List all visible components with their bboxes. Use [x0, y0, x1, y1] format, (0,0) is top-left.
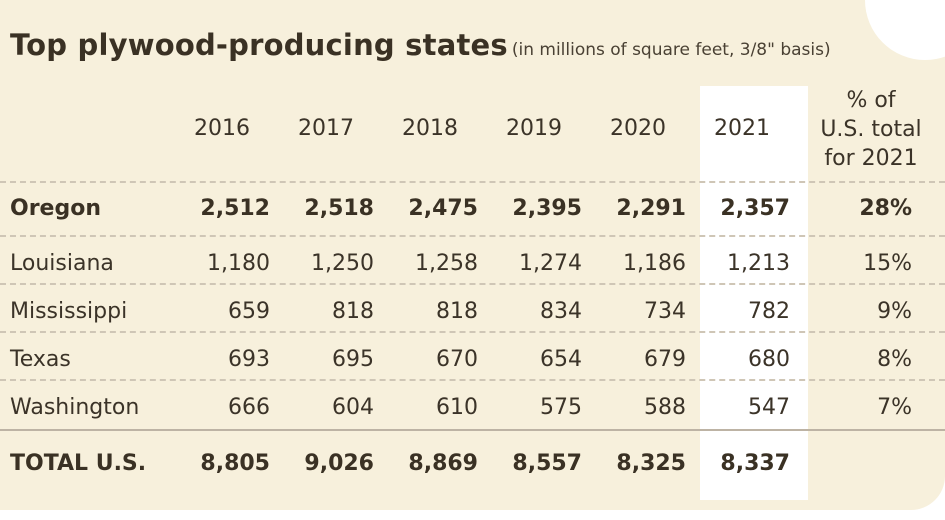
value-cell-2016: 1,180	[207, 251, 270, 276]
value-cell-2018: 1,258	[415, 251, 478, 276]
value-cell-2020: 679	[644, 347, 686, 372]
value-cell-2021: 782	[748, 299, 790, 324]
row-divider	[0, 283, 945, 285]
value-cell-2020: 8,325	[616, 451, 686, 476]
chart-title: Top plywood-producing states	[10, 28, 508, 62]
pct-cell: 8%	[877, 347, 912, 372]
state-name: Louisiana	[10, 251, 114, 276]
row-divider	[0, 235, 945, 237]
value-cell-2021: 547	[748, 395, 790, 420]
value-cell-2020: 1,186	[623, 251, 686, 276]
pct-cell: 15%	[863, 251, 912, 276]
highlight-column-2021	[700, 86, 808, 500]
column-header-2019: 2019	[506, 116, 562, 141]
table-row: Oregon 2,512 2,518 2,475 2,395 2,291 2,357 28%	[0, 185, 945, 233]
pct-header-line: U.S. total	[820, 117, 922, 142]
table-row: Louisiana 1,180 1,250 1,258 1,274 1,186 1,213 1…	[0, 240, 945, 288]
state-name: Mississippi	[10, 299, 128, 324]
title-row: Top plywood-producing states (in millions…	[10, 28, 831, 62]
table-row: Washington 666 604 610 575 588 547 7%	[0, 384, 945, 432]
value-cell-2018: 8,869	[408, 451, 478, 476]
value-cell-2017: 695	[332, 347, 374, 372]
value-cell-2019: 8,557	[512, 451, 582, 476]
table-row: Texas 693 695 670 654 679 680 8%	[0, 336, 945, 384]
value-cell-2016: 666	[228, 395, 270, 420]
value-cell-2021: 1,213	[727, 251, 790, 276]
pct-header: % of U.S. total for 2021	[812, 86, 930, 173]
column-header-2018: 2018	[402, 116, 458, 141]
state-name: TOTAL U.S.	[10, 451, 147, 476]
column-header-2020: 2020	[610, 116, 666, 141]
total-divider	[0, 429, 945, 431]
value-cell-2017: 9,026	[304, 451, 374, 476]
value-cell-2018: 818	[436, 299, 478, 324]
value-cell-2018: 610	[436, 395, 478, 420]
value-cell-2017: 1,250	[311, 251, 374, 276]
value-cell-2016: 8,805	[200, 451, 270, 476]
value-cell-2018: 670	[436, 347, 478, 372]
value-cell-2020: 2,291	[616, 196, 686, 221]
value-cell-2016: 659	[228, 299, 270, 324]
value-cell-2018: 2,475	[408, 196, 478, 221]
column-header-2016: 2016	[194, 116, 250, 141]
row-divider	[0, 379, 945, 381]
pct-header-line: % of	[846, 88, 896, 113]
column-header-2021: 2021	[714, 116, 770, 141]
table-row: Mississippi 659 818 818 834 734 782 9%	[0, 288, 945, 336]
row-divider	[0, 331, 945, 333]
value-cell-2019: 2,395	[512, 196, 582, 221]
value-cell-2019: 575	[540, 395, 582, 420]
value-cell-2017: 818	[332, 299, 374, 324]
row-divider	[0, 181, 945, 183]
state-name: Texas	[10, 347, 71, 372]
value-cell-2021: 2,357	[720, 196, 790, 221]
value-cell-2017: 604	[332, 395, 374, 420]
value-cell-2019: 834	[540, 299, 582, 324]
column-header-2017: 2017	[298, 116, 354, 141]
value-cell-2020: 734	[644, 299, 686, 324]
state-name: Oregon	[10, 196, 101, 221]
value-cell-2016: 693	[228, 347, 270, 372]
value-cell-2016: 2,512	[200, 196, 270, 221]
value-cell-2020: 588	[644, 395, 686, 420]
pct-header-line: for 2021	[824, 146, 918, 171]
state-name: Washington	[10, 395, 140, 420]
pct-cell: 9%	[877, 299, 912, 324]
value-cell-2019: 654	[540, 347, 582, 372]
value-cell-2021: 8,337	[720, 451, 790, 476]
value-cell-2017: 2,518	[304, 196, 374, 221]
value-cell-2021: 680	[748, 347, 790, 372]
total-row: TOTAL U.S. 8,805 9,026 8,869 8,557 8,325 8,337	[0, 440, 945, 488]
chart-subtitle: (in millions of square feet, 3/8" basis)	[511, 40, 831, 60]
pct-cell: 28%	[859, 196, 912, 221]
pct-cell: 7%	[877, 395, 912, 420]
value-cell-2019: 1,274	[519, 251, 582, 276]
